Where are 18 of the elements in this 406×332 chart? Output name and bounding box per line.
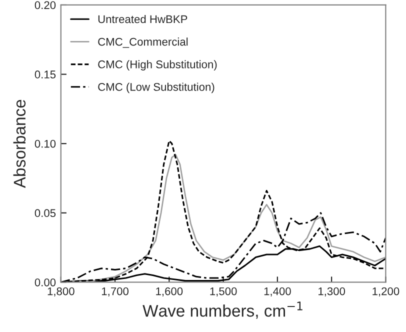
x-tick-label: 1,800 xyxy=(48,287,74,297)
legend-label: CMC_Commercial xyxy=(98,38,188,48)
legend-label: CMC (High Substitution) xyxy=(98,60,217,70)
x-axis-title: Wave numbers, cm$^{−1}$ xyxy=(142,302,302,319)
x-tick-label: 1,500 xyxy=(210,287,237,297)
x-tick-label: 1,200 xyxy=(372,287,400,297)
x-tick-label: 1,700 xyxy=(102,287,129,297)
legend-label: CMC (Low Substitution) xyxy=(98,82,214,94)
x-tick-label: 1,300 xyxy=(318,287,346,297)
y-tick-label: 0.05 xyxy=(34,209,56,218)
y-tick-label: 0.10 xyxy=(34,140,56,148)
x-tick-label: 1,600 xyxy=(156,287,183,297)
y-tick-label: 0.20 xyxy=(34,1,56,10)
legend-label: Untreated HwBKP xyxy=(98,14,188,24)
y-axis-title: Absorbance xyxy=(13,100,26,188)
x-tick-label: 1,400 xyxy=(264,287,291,297)
y-tick-label: 0.15 xyxy=(34,70,56,78)
y-tick-label: 0.00 xyxy=(34,278,56,286)
